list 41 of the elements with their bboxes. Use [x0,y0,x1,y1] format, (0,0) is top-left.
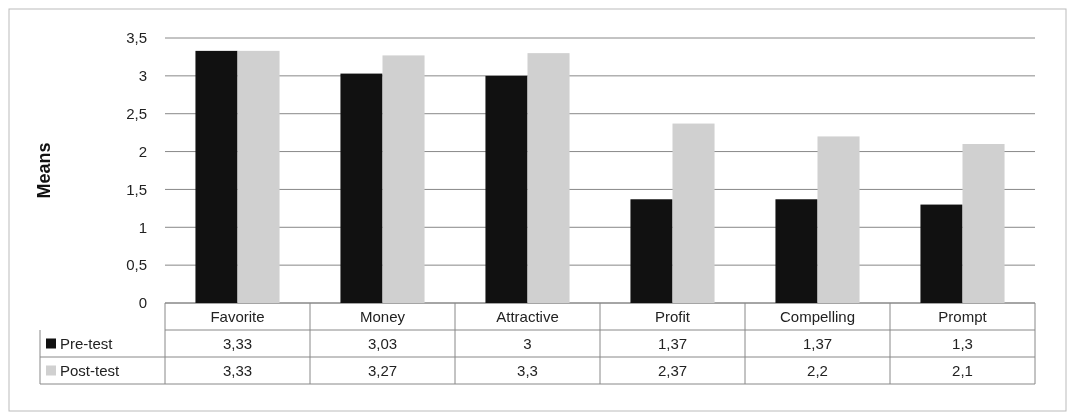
bar [485,75,528,303]
y-tick-label: 1,5 [126,180,147,198]
y-tick-label: 0 [138,294,147,312]
x-tick-label: Attractive [496,307,559,325]
data-label: 3,03 [367,334,398,352]
data-label: 2,37 [657,361,688,379]
y-tick-label: 2 [138,142,147,160]
data-label: 3,27 [367,361,398,379]
bar [237,50,280,303]
y-tick-label: 2,5 [126,104,147,122]
y-tick-label: 0,5 [126,256,147,274]
data-label: 2,2 [807,361,828,379]
x-tick-label: Profit [654,307,691,325]
bar [672,123,715,303]
bar [962,144,1005,303]
x-tick-label: Compelling [779,307,856,325]
data-label: 3,3 [517,361,538,379]
bar [382,55,425,303]
data-label: 1,37 [657,334,688,352]
data-label: 1,3 [952,334,973,352]
bar [775,199,818,303]
x-tick-label: Money [359,307,406,325]
bar [630,199,673,303]
bar [527,53,570,303]
bar [195,50,238,303]
y-tick-label: 3 [138,67,147,85]
x-tick-label: Prompt [938,307,988,325]
data-label: 3,33 [222,334,253,352]
data-label: 2,1 [952,361,973,379]
y-tick-label: 3,5 [126,29,147,47]
data-label: 3 [523,334,532,352]
legend-label: Pre-test [60,334,114,352]
data-label: 3,33 [222,361,253,379]
legend-label: Post-test [60,361,121,379]
y-axis-title: Means [34,142,54,199]
bar [920,204,963,303]
bar [340,73,383,303]
y-tick-label: 1 [138,218,147,236]
data-label: 1,37 [802,334,833,352]
bar [817,136,860,303]
x-tick-label: Favorite [210,307,265,325]
